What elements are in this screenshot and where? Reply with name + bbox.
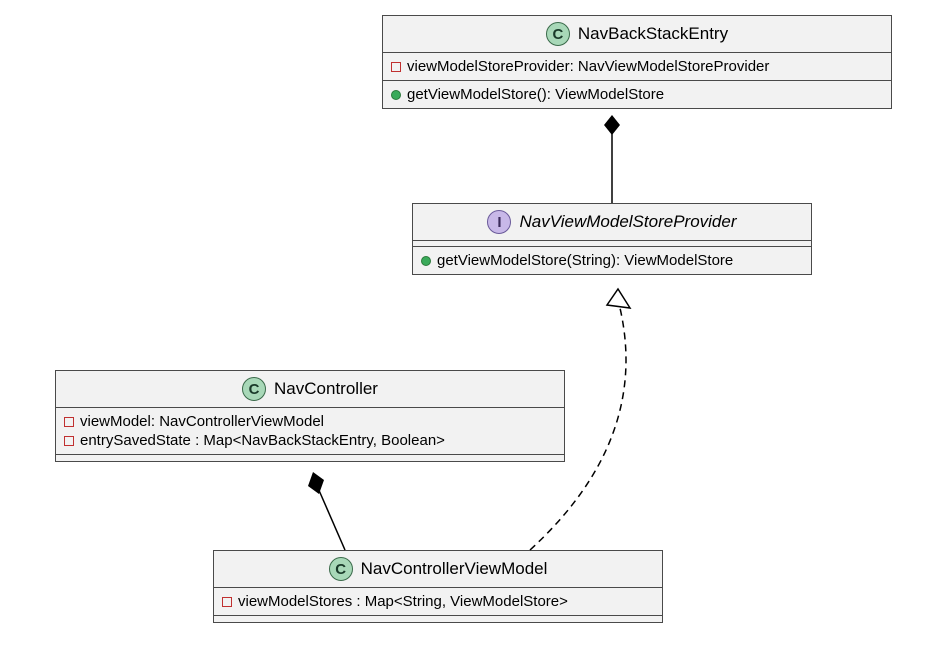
class-nav-controller: C NavController viewModel: NavController… (55, 370, 565, 462)
methods-section: getViewModelStore(String): ViewModelStor… (413, 247, 811, 274)
attribute-text: viewModelStoreProvider: NavViewModelStor… (407, 58, 769, 75)
attribute-marker-icon (64, 417, 74, 427)
attribute-marker-icon (391, 62, 401, 72)
attributes-section: viewModelStoreProvider: NavViewModelStor… (383, 53, 891, 81)
class-header: C NavBackStackEntry (383, 16, 891, 53)
attribute-text: viewModelStores : Map<String, ViewModelS… (238, 593, 568, 610)
attribute-marker-icon (64, 436, 74, 446)
class-nav-controller-view-model: C NavControllerViewModel viewModelStores… (213, 550, 663, 623)
class-name: NavControllerViewModel (361, 559, 548, 579)
methods-section: getViewModelStore(): ViewModelStore (383, 81, 891, 108)
edge-composition-2 (318, 488, 345, 550)
class-badge-icon: C (546, 22, 570, 46)
class-badge-icon: C (329, 557, 353, 581)
class-header: C NavControllerViewModel (214, 551, 662, 588)
method-marker-icon (421, 256, 431, 266)
diamond-icon (604, 115, 620, 135)
attributes-section: viewModel: NavControllerViewModel entryS… (56, 408, 564, 455)
interface-name: NavViewModelStoreProvider (519, 212, 736, 232)
attribute-marker-icon (222, 597, 232, 607)
interface-header: I NavViewModelStoreProvider (413, 204, 811, 241)
attribute-text: entrySavedState : Map<NavBackStackEntry,… (80, 432, 445, 449)
attribute-row: viewModel: NavControllerViewModel (64, 412, 556, 431)
interface-badge-icon: I (487, 210, 511, 234)
attribute-row: viewModelStoreProvider: NavViewModelStor… (391, 57, 883, 76)
method-row: getViewModelStore(String): ViewModelStor… (421, 251, 803, 270)
open-triangle-icon (607, 289, 630, 308)
method-text: getViewModelStore(): ViewModelStore (407, 86, 664, 103)
class-badge-icon: C (242, 377, 266, 401)
attribute-row: viewModelStores : Map<String, ViewModelS… (222, 592, 654, 611)
class-name: NavController (274, 379, 378, 399)
attributes-section: viewModelStores : Map<String, ViewModelS… (214, 588, 662, 616)
method-text: getViewModelStore(String): ViewModelStor… (437, 252, 733, 269)
interface-nav-view-model-store-provider: I NavViewModelStoreProvider getViewModel… (412, 203, 812, 275)
attribute-text: viewModel: NavControllerViewModel (80, 413, 324, 430)
methods-section (56, 455, 564, 461)
class-nav-back-stack-entry: C NavBackStackEntry viewModelStoreProvid… (382, 15, 892, 109)
methods-section (214, 616, 662, 622)
attribute-row: entrySavedState : Map<NavBackStackEntry,… (64, 431, 556, 450)
method-row: getViewModelStore(): ViewModelStore (391, 85, 883, 104)
class-name: NavBackStackEntry (578, 24, 728, 44)
diamond-icon (308, 472, 324, 494)
class-header: C NavController (56, 371, 564, 408)
method-marker-icon (391, 90, 401, 100)
